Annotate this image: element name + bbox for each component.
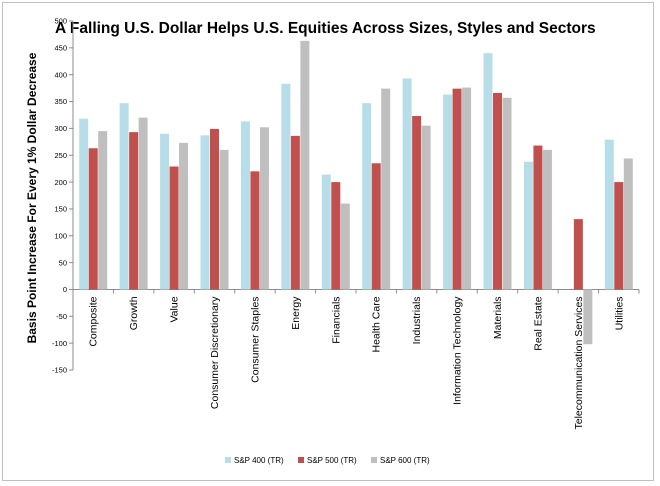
- bar: [281, 83, 291, 290]
- bar: [250, 171, 260, 290]
- bar: [362, 103, 372, 290]
- bar: [88, 148, 98, 290]
- bar: [402, 78, 412, 290]
- y-tick-label: 150: [54, 205, 67, 214]
- legend-swatch: [225, 457, 231, 463]
- bar: [542, 149, 552, 290]
- chart-title: A Falling U.S. Dollar Helps U.S. Equitie…: [55, 20, 596, 37]
- y-tick-label: 50: [59, 258, 67, 267]
- legend-swatch: [298, 457, 304, 463]
- bar: [523, 161, 533, 290]
- bar: [321, 174, 331, 290]
- y-tick-label: 0: [63, 285, 67, 294]
- x-tick-label: Telecommunication Services: [573, 296, 585, 429]
- y-tick-label: 500: [54, 17, 67, 26]
- bar: [179, 142, 189, 290]
- category-labels: Composite Growth Value Consumer Discretiona…: [88, 296, 626, 430]
- x-tick-label: Real Estate: [532, 296, 544, 350]
- bar: [421, 125, 431, 290]
- chart: A Falling U.S. Dollar Helps U.S. Equitie…: [25, 17, 640, 465]
- legend-label: S&P 500 (TR): [307, 456, 357, 465]
- bar: [412, 116, 422, 290]
- y-tick-label: -100: [52, 339, 67, 348]
- x-tick-label: Information Technology: [452, 296, 464, 405]
- legend-label: S&P 400 (TR): [234, 456, 284, 465]
- bar: [240, 121, 250, 290]
- bar: [573, 219, 583, 290]
- bar: [300, 40, 310, 290]
- bar: [604, 139, 614, 290]
- x-tick-label: Composite: [88, 296, 100, 346]
- y-tick-label: 100: [54, 231, 67, 240]
- bar: [290, 135, 300, 290]
- bar: [452, 88, 462, 290]
- bar: [169, 166, 179, 290]
- bar: [614, 182, 624, 290]
- bar: [533, 145, 543, 290]
- x-tick-label: Energy: [290, 296, 302, 330]
- legend: S&P 400 (TR) S&P 500 (TR) S&P 600 (TR): [225, 456, 430, 465]
- y-tick-label: -50: [56, 312, 67, 321]
- bar: [623, 158, 633, 290]
- y-tick-label: 450: [54, 44, 67, 53]
- x-tick-label: Financials: [330, 296, 342, 343]
- bar: [483, 53, 493, 290]
- bar: [340, 203, 350, 290]
- bar: [502, 97, 512, 290]
- bar: [462, 87, 472, 290]
- bars: [79, 40, 633, 345]
- x-tick-label: Value: [169, 296, 181, 322]
- x-tick-label: Materials: [492, 296, 504, 339]
- bar: [381, 88, 391, 290]
- bar: [371, 163, 381, 290]
- axes: -150 -100 -50 0 50 100 150 200 250 300 350 400 450 50…: [52, 17, 640, 375]
- y-tick-label: 400: [54, 70, 67, 79]
- bar: [493, 92, 502, 290]
- x-tick-label: Health Care: [371, 296, 383, 352]
- x-tick-label: Utilities: [613, 296, 625, 330]
- bar: [129, 132, 139, 290]
- x-tick-label: Consumer Staples: [249, 296, 261, 382]
- y-tick-label: 250: [54, 151, 67, 160]
- bar: [79, 118, 89, 290]
- legend-label: S&P 600 (TR): [380, 456, 430, 465]
- chart-frame: A Falling U.S. Dollar Helps U.S. Equitie…: [2, 2, 654, 481]
- bar: [443, 94, 453, 290]
- bar: [331, 182, 341, 290]
- bar: [160, 133, 170, 290]
- bar: [259, 127, 269, 290]
- bar: [138, 117, 148, 290]
- y-axis-label: Basis Point Increase For Every 1% Dollar…: [25, 52, 39, 343]
- x-tick-label: Consumer Discretionary: [209, 296, 221, 409]
- x-tick-label: Growth: [128, 296, 140, 330]
- y-tick-label: 350: [54, 97, 67, 106]
- bar: [200, 135, 210, 290]
- bar: [119, 103, 129, 290]
- legend-swatch: [371, 457, 377, 463]
- bar: [219, 149, 229, 290]
- y-tick-label: -150: [52, 366, 67, 375]
- bar: [98, 131, 108, 290]
- y-tick-label: 300: [54, 124, 67, 133]
- bar: [583, 289, 593, 345]
- x-tick-label: Industrials: [411, 296, 423, 344]
- y-tick-label: 200: [54, 178, 67, 187]
- bar: [210, 128, 219, 290]
